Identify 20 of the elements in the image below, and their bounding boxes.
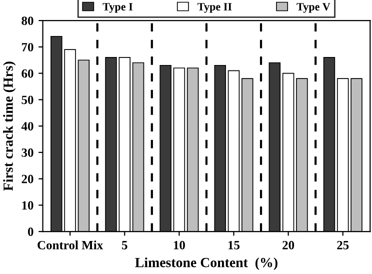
x-tick-label: 20: [282, 240, 294, 250]
x-tick-label: 15: [228, 240, 240, 250]
x-tick-label: 25: [337, 240, 349, 250]
legend-label: Type I: [102, 3, 133, 13]
y-tick-label: 30: [22, 148, 34, 157]
x-tick-label: 10: [174, 240, 185, 250]
y-tick-label: 60: [22, 69, 34, 78]
x-axis-title: Limestone Content (%): [135, 257, 278, 270]
x-tick-label: 5: [122, 241, 128, 250]
y-tick-label: 50: [22, 96, 34, 104]
x-tick-label: Control Mix: [38, 240, 104, 250]
y-tick-label: 10: [22, 201, 34, 210]
y-tick-label: 70: [22, 42, 34, 52]
y-tick-label: 80: [22, 16, 34, 26]
y-tick-label: 20: [22, 174, 34, 184]
y-axis-title: First crack time (Hrs): [3, 62, 16, 191]
y-tick-label: 0: [28, 228, 34, 236]
legend-label: Type V: [296, 3, 330, 13]
y-tick-label: 40: [21, 122, 34, 130]
legend-label: Type II: [198, 3, 232, 13]
